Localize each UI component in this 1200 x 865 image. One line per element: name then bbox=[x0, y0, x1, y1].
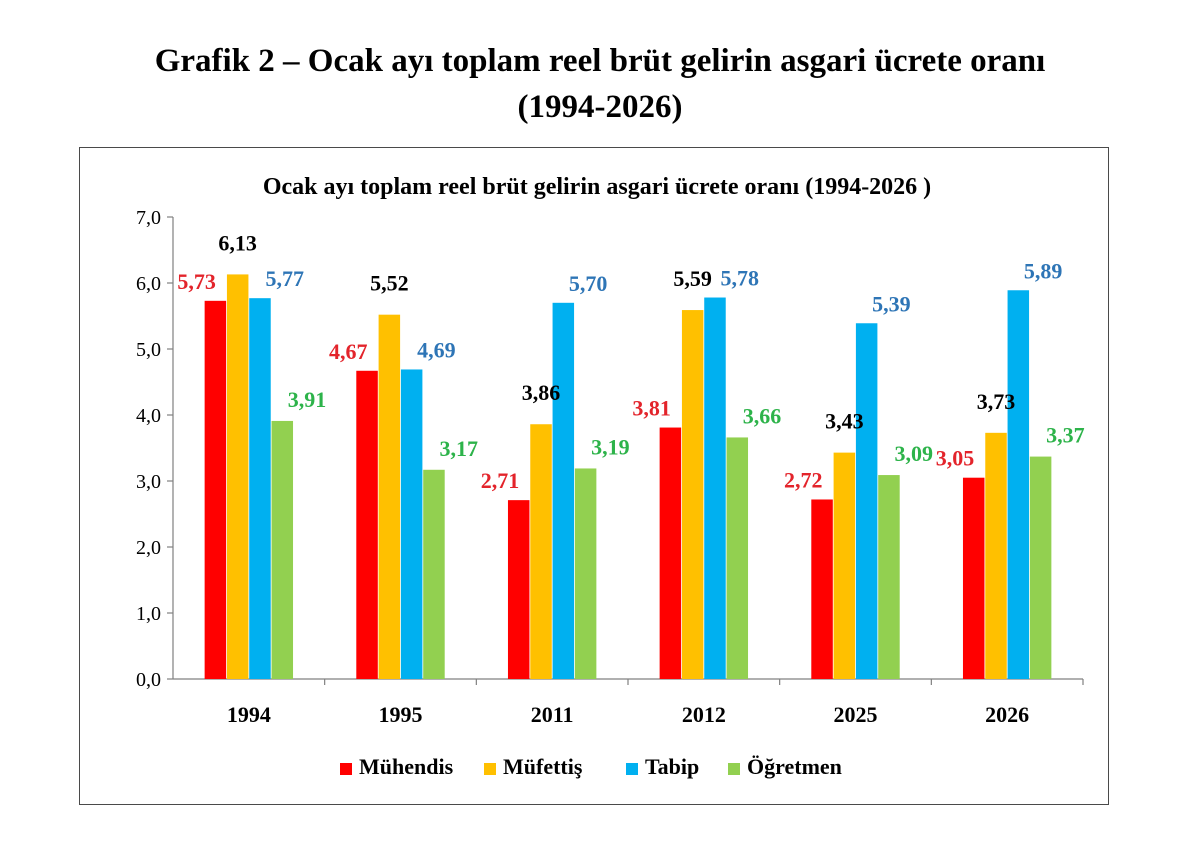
bar-m-hendis bbox=[356, 370, 378, 679]
legend-swatch bbox=[626, 763, 638, 775]
y-tick-label: 3,0 bbox=[136, 471, 161, 493]
x-category-label: 2025 bbox=[834, 702, 878, 727]
bar-m-fetti- bbox=[833, 452, 856, 679]
x-category-label: 1995 bbox=[379, 702, 423, 727]
bar-m-hendis bbox=[962, 477, 985, 679]
data-label: 3,17 bbox=[439, 436, 478, 461]
data-label: 5,77 bbox=[265, 266, 304, 291]
legend-item: Öğretmen bbox=[728, 754, 842, 779]
bar-m-hendis bbox=[204, 300, 227, 679]
bar-tabip bbox=[855, 323, 878, 679]
data-label: 5,59 bbox=[673, 266, 712, 291]
chart-bars bbox=[204, 274, 1052, 679]
bar-tabip bbox=[552, 302, 575, 679]
chart-legend: Mühendis Müfettiş Tabip Öğretmen bbox=[340, 754, 842, 779]
y-tick-label: 0,0 bbox=[136, 669, 161, 691]
x-category-label: 2011 bbox=[531, 702, 574, 727]
y-tick-label: 2,0 bbox=[136, 537, 161, 559]
legend-item: Müfettiş bbox=[484, 754, 583, 779]
data-label: 3,37 bbox=[1046, 423, 1085, 448]
data-label: 2,72 bbox=[784, 467, 823, 492]
chart-data-labels: 5,736,13 5,77 3,914,67 5,52 4,69 3,172,71 3,86… bbox=[177, 230, 1084, 493]
data-label: 3,81 bbox=[632, 396, 671, 421]
data-label: 5,73 bbox=[177, 269, 216, 294]
data-label: 5,70 bbox=[569, 271, 608, 296]
legend-swatch bbox=[484, 763, 496, 775]
legend-swatch bbox=[340, 763, 352, 775]
legend-label: Öğretmen bbox=[747, 754, 842, 779]
chart-title: Ocak ayı toplam reel brüt gelirin asgari… bbox=[263, 174, 931, 200]
y-tick-label: 6,0 bbox=[136, 273, 161, 295]
chart-axes: 0,0 1,0 2,0 3,0 4,0 5,0 6,0 7,0 1994 1995 2011 2012… bbox=[136, 207, 1084, 727]
bar-tabip bbox=[400, 369, 423, 679]
data-label: 5,52 bbox=[370, 271, 409, 296]
bar-m-fetti- bbox=[530, 424, 552, 679]
data-label: 5,78 bbox=[720, 266, 759, 291]
x-category-label: 2026 bbox=[985, 702, 1029, 727]
data-label: 5,89 bbox=[1024, 258, 1063, 283]
page-title: Grafik 2 – Ocak ayı toplam reel brüt gel… bbox=[0, 38, 1200, 130]
data-label: 5,39 bbox=[872, 291, 911, 316]
page-title-line1: Grafik 2 – Ocak ayı toplam reel brüt gel… bbox=[154, 43, 1046, 79]
data-label: 3,73 bbox=[977, 389, 1016, 414]
bar--retmen bbox=[423, 469, 445, 679]
legend-label: Mühendis bbox=[359, 754, 454, 779]
data-label: 3,66 bbox=[743, 403, 782, 428]
data-label: 3,86 bbox=[522, 380, 561, 405]
bar-tabip bbox=[249, 298, 271, 679]
data-label: 4,67 bbox=[329, 339, 368, 364]
data-label: 3,05 bbox=[936, 446, 975, 471]
bar-m-fetti- bbox=[985, 432, 1007, 679]
bar-m-fetti- bbox=[226, 274, 249, 679]
bar--retmen bbox=[1029, 456, 1052, 679]
legend-label: Müfettiş bbox=[503, 754, 583, 779]
bar--retmen bbox=[726, 437, 749, 679]
legend-item: Mühendis bbox=[340, 754, 454, 779]
y-tick-label: 7,0 bbox=[136, 207, 161, 229]
data-label: 3,09 bbox=[894, 441, 933, 466]
page-title-line2: (1994-2026) bbox=[517, 89, 683, 125]
bar-m-hendis bbox=[811, 499, 833, 679]
data-label: 2,71 bbox=[481, 468, 520, 493]
y-tick-label: 4,0 bbox=[136, 405, 161, 427]
bar-m-fetti- bbox=[681, 310, 704, 679]
legend-swatch bbox=[728, 763, 740, 775]
bar--retmen bbox=[271, 420, 294, 679]
data-label: 4,69 bbox=[417, 337, 456, 362]
legend-label: Tabip bbox=[645, 754, 699, 779]
bar-m-hendis bbox=[507, 500, 530, 679]
bar--retmen bbox=[574, 468, 597, 679]
data-label: 3,43 bbox=[825, 409, 864, 434]
data-label: 6,13 bbox=[218, 230, 257, 255]
x-category-label: 2012 bbox=[682, 702, 726, 727]
x-category-label: 1994 bbox=[227, 702, 271, 727]
data-label: 3,91 bbox=[288, 387, 327, 412]
bar-m-hendis bbox=[659, 427, 682, 679]
data-label: 3,19 bbox=[591, 434, 630, 459]
y-tick-label: 1,0 bbox=[136, 603, 161, 625]
bar--retmen bbox=[878, 475, 900, 679]
bar-m-fetti- bbox=[378, 314, 401, 679]
legend-item: Tabip bbox=[626, 754, 699, 779]
y-tick-label: 5,0 bbox=[136, 339, 161, 361]
bar-tabip bbox=[1007, 290, 1030, 679]
bar-tabip bbox=[704, 297, 726, 679]
